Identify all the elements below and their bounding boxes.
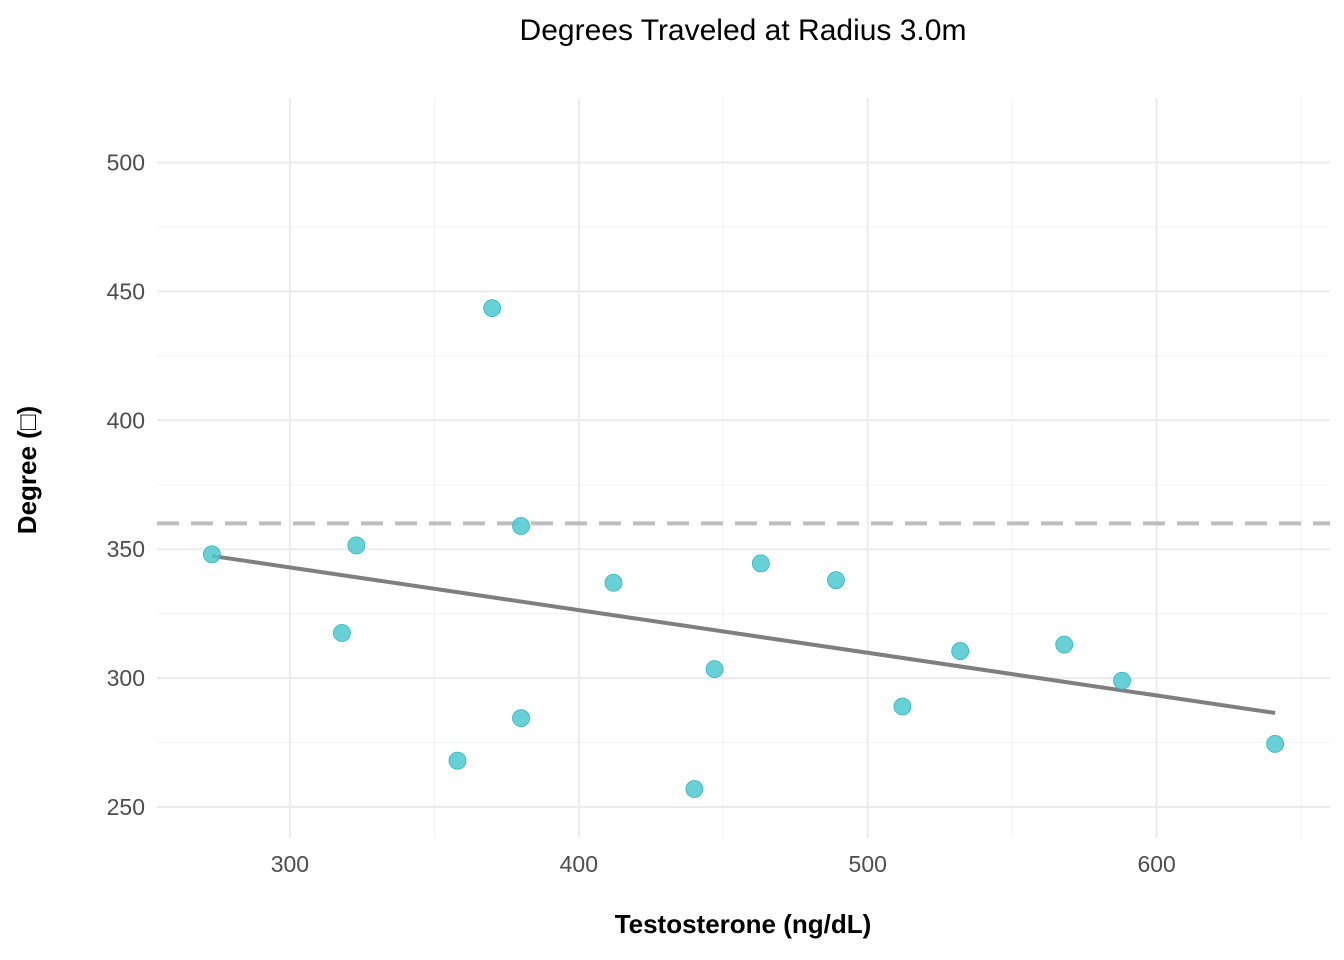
data-point-12: [893, 697, 912, 716]
data-point-4: [483, 299, 502, 318]
data-point-1: [333, 624, 351, 642]
x-tick-label-3: 600: [1137, 851, 1175, 877]
data-point-3: [448, 751, 467, 770]
data-point-14: [1055, 635, 1074, 654]
data-point-11: [827, 571, 845, 590]
data-point-7: [604, 573, 623, 592]
y-tick-label-4: 450: [107, 278, 145, 304]
x-tick-label-2: 500: [849, 851, 887, 877]
x-axis-label: Testosterone (ng/dL): [615, 909, 872, 939]
y-axis-label: Degree (□): [12, 406, 42, 534]
data-point-0: [202, 545, 221, 564]
trend-line: [211, 553, 1276, 715]
y-tick-label-5: 500: [107, 149, 145, 175]
y-tick-label-3: 400: [107, 407, 145, 433]
x-tick-label-0: 300: [271, 851, 309, 877]
lines-layer: [157, 521, 1330, 715]
x-tick-label-1: 400: [560, 851, 598, 877]
data-point-15: [1113, 671, 1131, 690]
data-point-10: [751, 554, 770, 573]
y-tick-label-1: 300: [107, 665, 145, 691]
y-tick-label-2: 350: [107, 536, 145, 562]
y-tick-label-0: 250: [107, 794, 145, 820]
data-point-16: [1266, 734, 1285, 753]
points-layer: [202, 299, 1285, 798]
ticks-layer: 300 400 500 600 250 300 350 400 450 500: [107, 149, 1176, 877]
data-point-2: [347, 536, 366, 555]
data-point-13: [951, 642, 970, 660]
data-point-9: [705, 660, 724, 679]
chart-title: Degrees Traveled at Radius 3.0m: [520, 14, 967, 47]
data-point-5: [512, 709, 530, 728]
data-point-6: [512, 517, 530, 535]
grid-layer: [157, 98, 1330, 838]
data-point-8: [685, 780, 704, 798]
